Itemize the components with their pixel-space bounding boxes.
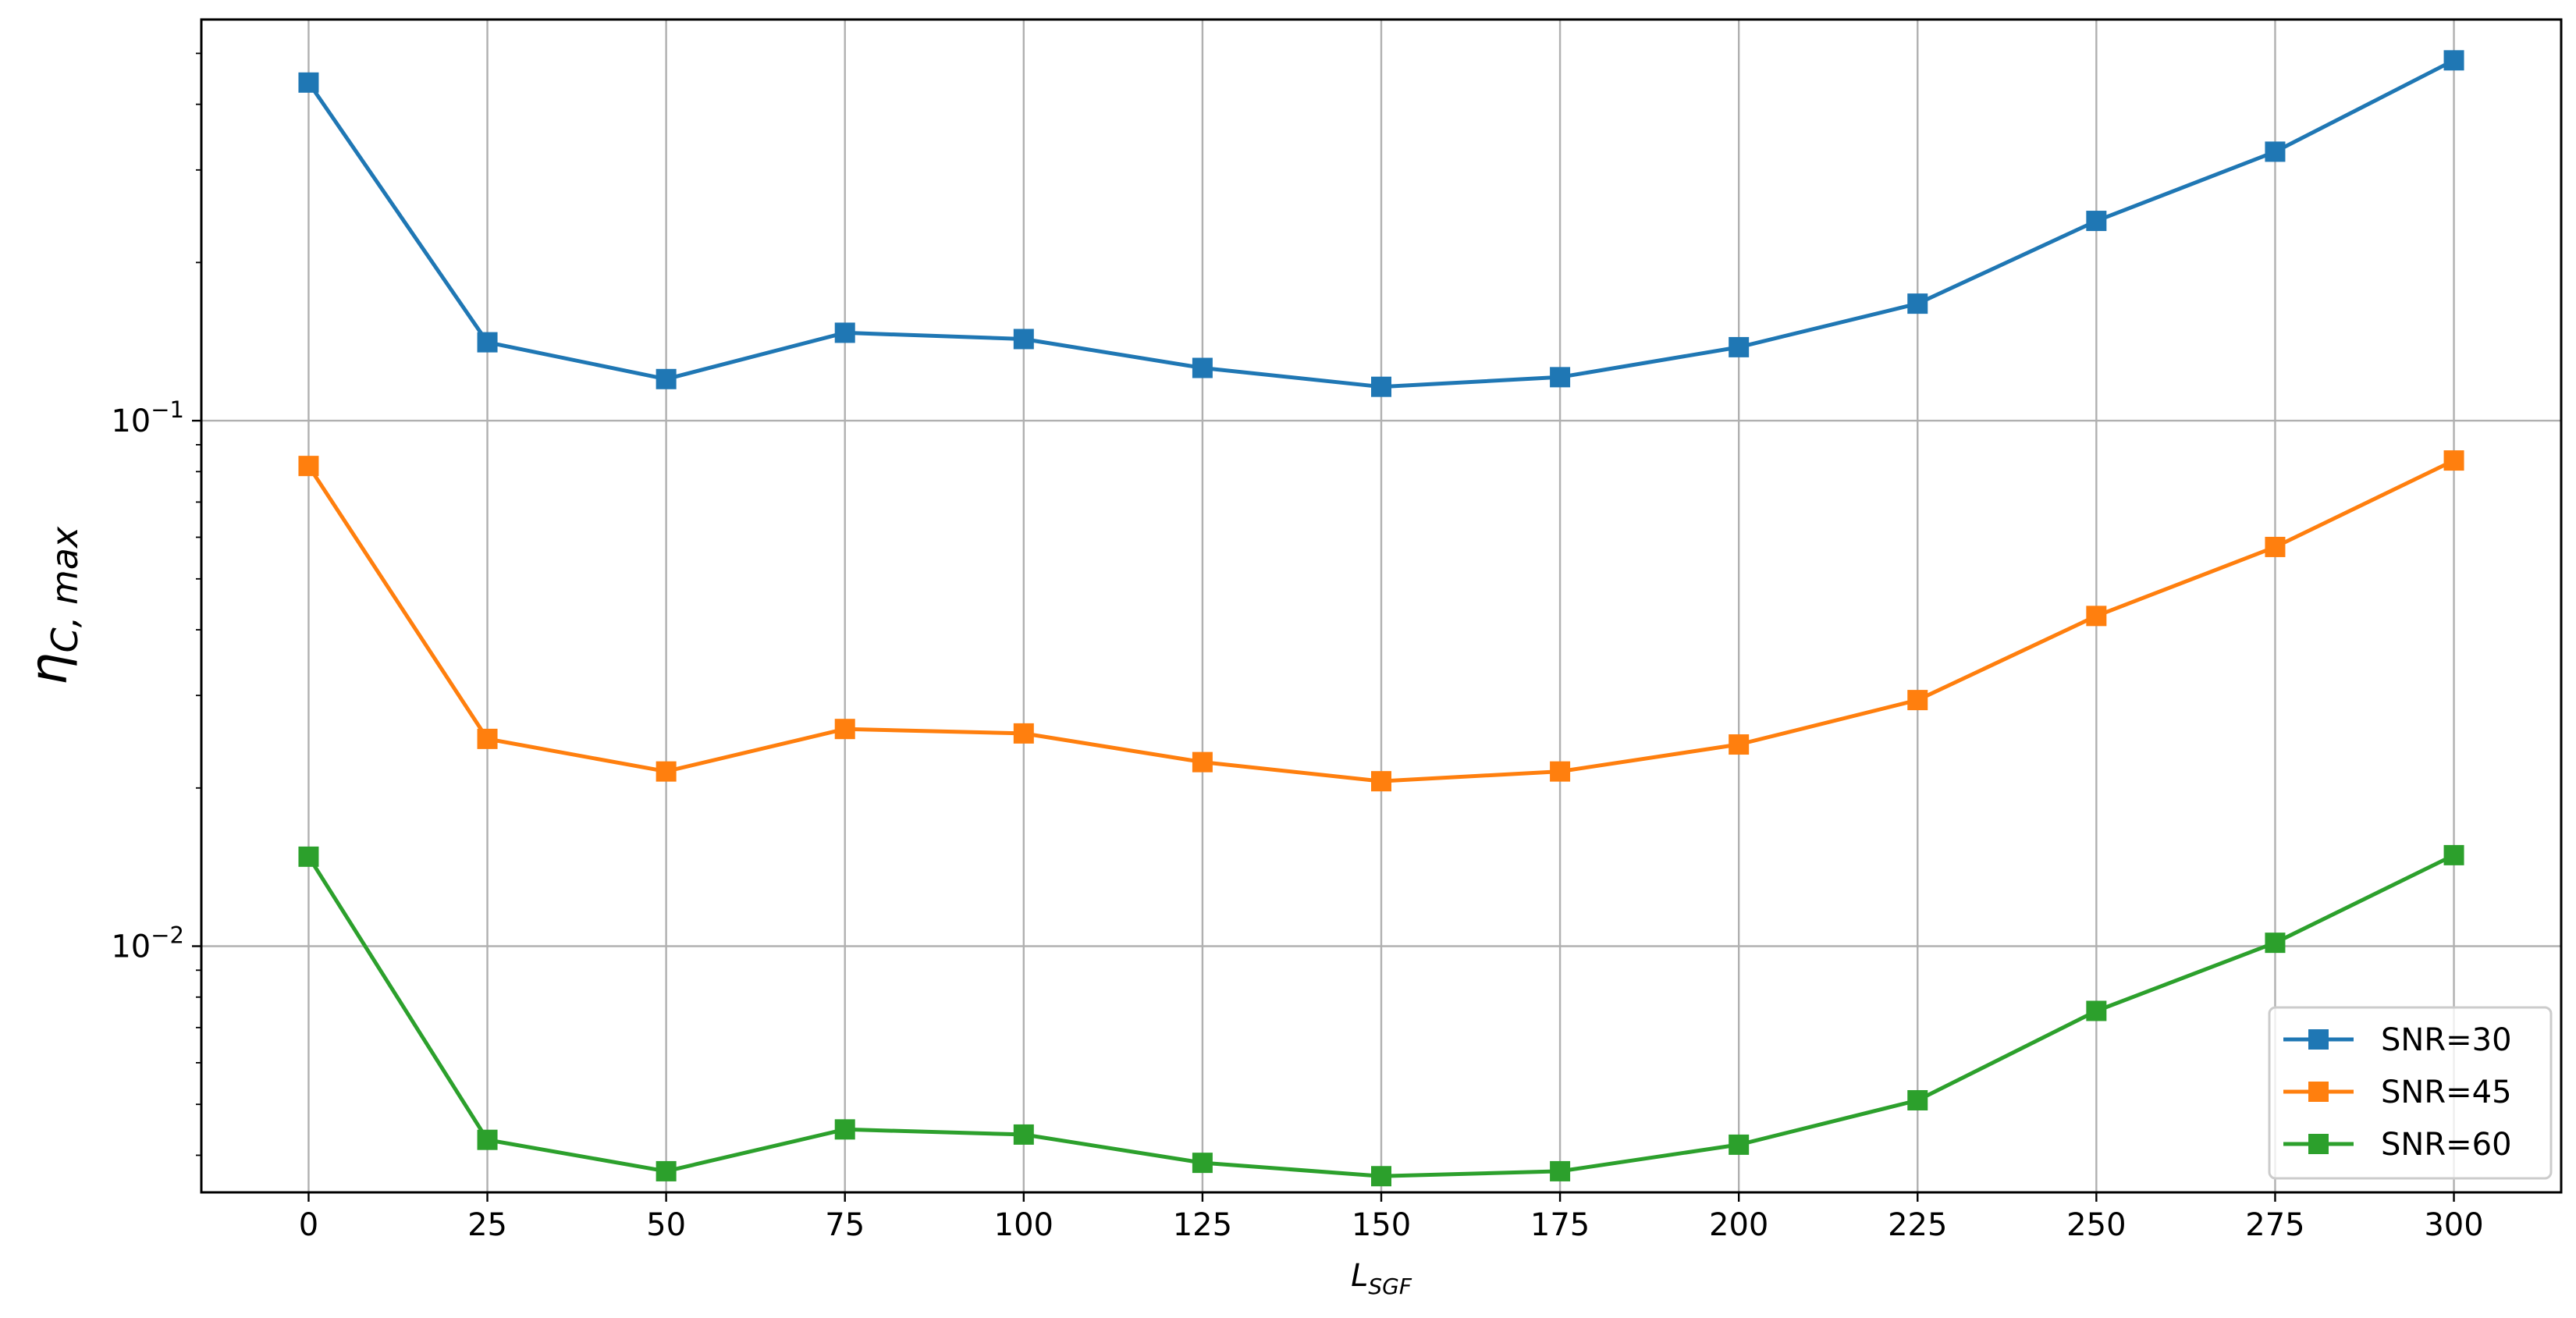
series-marker (1550, 761, 1571, 782)
x-tick-label: 250 (2066, 1207, 2126, 1243)
series-marker (1371, 376, 1391, 397)
legend-label: SNR=30 (2381, 1022, 2512, 1058)
series-marker (2265, 933, 2286, 954)
axis-ticks: 0 25 50 75 100 125 150 175 200 225 250 275 30010−110… (111, 52, 2484, 1243)
series-marker (2443, 844, 2464, 865)
x-tick-label: 50 (646, 1207, 686, 1243)
series-marker (1907, 1089, 1928, 1110)
legend-label: SNR=45 (2381, 1075, 2512, 1110)
y-tick-label-base: 10 (111, 929, 151, 965)
data-series (298, 50, 2464, 1187)
series-group (298, 844, 2464, 1187)
x-tick-label: 175 (1530, 1207, 1590, 1243)
y-tick-label-exponent: −1 (151, 396, 184, 423)
series-marker (1729, 734, 1750, 755)
x-tick-label: 200 (1709, 1207, 1768, 1243)
legend-marker (2308, 1082, 2329, 1102)
series-marker (2265, 536, 2286, 557)
series-marker (2086, 211, 2107, 232)
series-marker (1371, 771, 1391, 792)
x-tick-label: 225 (1888, 1207, 1947, 1243)
series-marker (1907, 690, 1928, 711)
series-marker (2265, 141, 2286, 162)
series-marker (656, 761, 677, 782)
x-tick-label: 125 (1173, 1207, 1232, 1243)
series-marker (656, 368, 677, 389)
series-marker (1192, 357, 1213, 378)
series-marker (2443, 50, 2464, 71)
x-tick-label: 0 (299, 1207, 318, 1243)
x-tick-label: 275 (2245, 1207, 2304, 1243)
legend-label: SNR=60 (2381, 1127, 2512, 1163)
series-marker (1013, 1124, 1034, 1145)
series-group (298, 50, 2464, 397)
y-axis-label: ηC, max (19, 526, 86, 685)
y-axis-label-subscript: C, max (44, 526, 86, 652)
x-tick-label: 100 (994, 1207, 1053, 1243)
series-marker (1729, 1134, 1750, 1155)
legend: SNR=30 SNR=45 SNR=60 (2268, 1006, 2553, 1180)
series-marker (656, 1160, 677, 1181)
series-marker (834, 322, 855, 343)
legend-marker (2308, 1029, 2329, 1050)
series-marker (1371, 1166, 1391, 1187)
legend-marker (2308, 1134, 2329, 1154)
x-axis-label-subscript: SGF (1368, 1274, 1412, 1299)
x-tick-label: 150 (1352, 1207, 1411, 1243)
x-tick-label: 75 (825, 1207, 865, 1243)
y-tick-label-exponent: −2 (151, 922, 184, 948)
series-marker (1550, 1160, 1571, 1181)
x-tick-label: 300 (2424, 1207, 2483, 1243)
legend-box (2268, 1006, 2553, 1180)
series-marker (477, 1129, 498, 1150)
series-marker (1013, 329, 1034, 350)
series-marker (834, 719, 855, 740)
y-tick-label: 10−1 (111, 396, 184, 439)
series-marker (298, 72, 319, 93)
series-marker (1192, 1153, 1213, 1174)
series-marker (298, 846, 319, 867)
y-tick-label: 10−2 (111, 922, 184, 965)
series-marker (2086, 1000, 2107, 1021)
y-tick-label-base: 10 (111, 403, 151, 439)
series-marker (1192, 751, 1213, 773)
series-marker (834, 1119, 855, 1140)
series-marker (477, 728, 498, 749)
x-axis-label-main: L (1351, 1258, 1368, 1294)
x-axis-label: LSGF (1351, 1258, 1412, 1299)
series-marker (1550, 367, 1571, 388)
series-marker (2086, 606, 2107, 627)
series-marker (2443, 450, 2464, 471)
x-tick-label: 25 (467, 1207, 507, 1243)
series-marker (298, 456, 319, 477)
series-marker (477, 332, 498, 353)
series-group (298, 450, 2464, 792)
series-marker (1729, 336, 1750, 357)
series-marker (1013, 723, 1034, 744)
series-marker (1907, 293, 1928, 314)
y-axis-label-main: η (19, 652, 79, 685)
